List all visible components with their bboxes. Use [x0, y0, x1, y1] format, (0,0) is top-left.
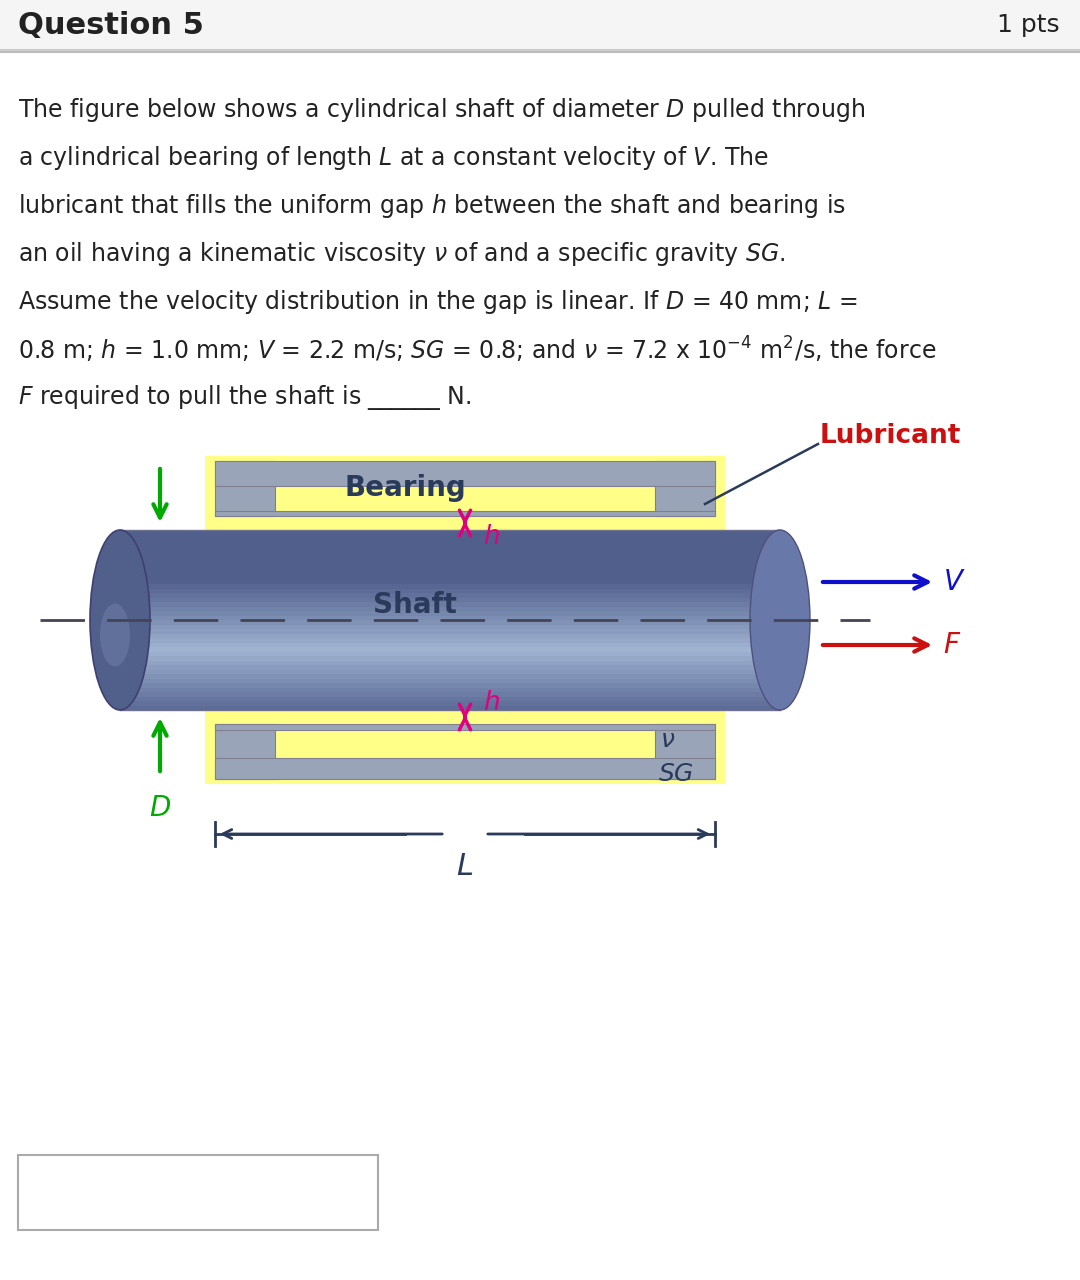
Bar	[120, 566, 780, 571]
Bar	[215, 724, 275, 780]
Bar	[120, 652, 780, 655]
Bar	[120, 571, 780, 575]
Bar	[120, 643, 780, 646]
Bar	[215, 758, 715, 780]
Text: $V$: $V$	[943, 568, 966, 596]
Text: Bearing: Bearing	[345, 475, 465, 503]
Bar	[120, 602, 780, 607]
Text: $SG$: $SG$	[658, 762, 694, 786]
Bar	[120, 589, 780, 593]
Text: lubricant that fills the uniform gap $h$ between the shaft and bearing is: lubricant that fills the uniform gap $h$…	[18, 192, 846, 220]
Bar	[120, 660, 780, 666]
Bar	[120, 684, 780, 687]
Bar	[120, 530, 780, 535]
Bar	[654, 461, 715, 516]
Text: $L$: $L$	[457, 852, 473, 881]
Bar	[120, 678, 780, 684]
Bar	[120, 535, 780, 539]
Bar	[120, 584, 780, 589]
Bar	[120, 593, 780, 598]
Bar	[654, 724, 715, 780]
Text: $\nu$: $\nu$	[660, 728, 675, 751]
Text: $h$: $h$	[483, 524, 500, 550]
Text: Lubricant: Lubricant	[820, 422, 961, 449]
Bar	[120, 580, 780, 584]
Bar	[120, 553, 780, 557]
Bar	[120, 628, 780, 634]
Ellipse shape	[750, 530, 810, 710]
Bar	[120, 544, 780, 548]
Ellipse shape	[90, 530, 150, 710]
Bar	[120, 620, 780, 625]
Bar	[18, 1155, 378, 1230]
Text: $F$: $F$	[943, 631, 961, 659]
Bar	[205, 456, 725, 783]
Bar	[0, 0, 1080, 50]
Text: a cylindrical bearing of length $L$ at a constant velocity of $V$. The: a cylindrical bearing of length $L$ at a…	[18, 143, 769, 172]
Bar	[120, 634, 780, 637]
Bar	[120, 611, 780, 616]
Text: Shaft: Shaft	[373, 591, 457, 620]
Bar	[120, 562, 780, 566]
Text: an oil having a kinematic viscosity $\nu$ of and a specific gravity $SG$.: an oil having a kinematic viscosity $\nu…	[18, 241, 785, 268]
Text: Question 5: Question 5	[18, 10, 204, 40]
Bar	[120, 557, 780, 562]
Text: $D$: $D$	[149, 794, 171, 822]
Bar	[120, 539, 780, 544]
Bar	[120, 696, 780, 701]
Bar	[120, 669, 780, 675]
Bar	[215, 461, 275, 516]
Text: $F$ required to pull the shaft is ______ N.: $F$ required to pull the shaft is ______…	[18, 384, 471, 412]
Bar	[120, 666, 780, 669]
Bar	[120, 575, 780, 580]
Text: 1 pts: 1 pts	[997, 13, 1059, 37]
Bar	[120, 692, 780, 696]
Bar	[120, 598, 780, 602]
Bar	[120, 616, 780, 620]
Text: $h$: $h$	[483, 690, 500, 716]
Text: The figure below shows a cylindrical shaft of diameter $D$ pulled through: The figure below shows a cylindrical sha…	[18, 96, 865, 124]
Bar	[120, 705, 780, 710]
Bar	[120, 625, 780, 628]
Bar	[215, 511, 715, 516]
Bar	[120, 687, 780, 692]
Bar	[120, 655, 780, 660]
Bar	[120, 548, 780, 553]
Bar	[120, 637, 780, 643]
Bar	[120, 646, 780, 652]
Ellipse shape	[100, 603, 130, 667]
Bar	[215, 724, 715, 730]
Text: 0.8 m; $h$ = 1.0 mm; $V$ = 2.2 m/s; $SG$ = 0.8; and $\nu$ = 7.2 x 10$^{-4}$ m$^2: 0.8 m; $h$ = 1.0 mm; $V$ = 2.2 m/s; $SG$…	[18, 335, 936, 365]
Text: Assume the velocity distribution in the gap is linear. If $D$ = 40 mm; $L$ =: Assume the velocity distribution in the …	[18, 288, 858, 316]
Bar	[215, 461, 715, 485]
Bar	[120, 607, 780, 611]
Bar	[120, 675, 780, 678]
Bar	[120, 701, 780, 705]
